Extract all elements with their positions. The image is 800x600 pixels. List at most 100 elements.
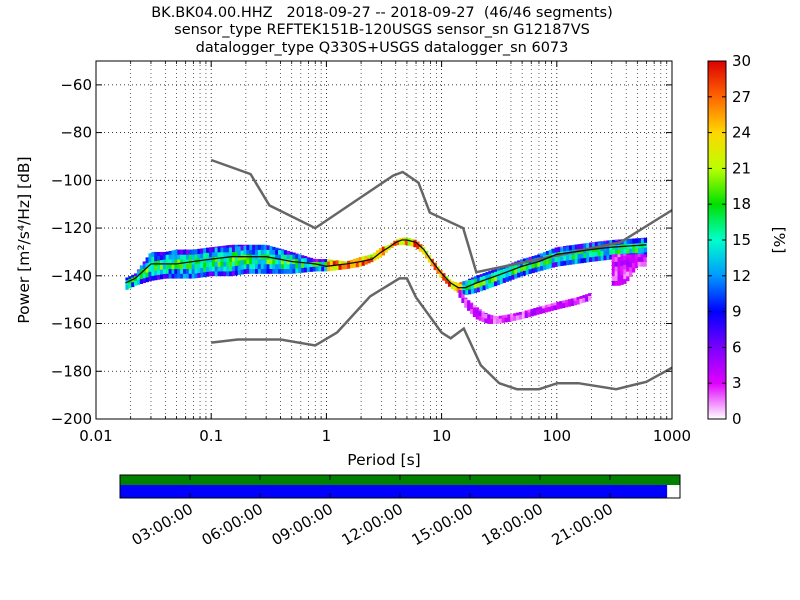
psd-cell: [214, 271, 218, 277]
psd-cell: [396, 239, 400, 241]
psd-cell: [226, 261, 230, 267]
psd-cell: [550, 305, 554, 311]
psd-cell: [643, 254, 647, 258]
psd-cell: [563, 246, 567, 252]
psd-cell: [550, 303, 554, 307]
psd-cell: [162, 268, 167, 274]
timeline-tick-label: 21:00:00: [549, 500, 616, 549]
psd-cell: [214, 266, 218, 272]
psd-cell: [367, 255, 371, 259]
psd-cell: [255, 259, 259, 265]
psd-cell: [545, 250, 550, 255]
psd-cell: [536, 309, 540, 315]
psd-cell: [183, 263, 187, 270]
psd-cell: [484, 313, 488, 319]
psd-cell: [464, 297, 468, 299]
psd-cell: [194, 249, 198, 255]
colorbar: 0 3 6 9 12 15 18 21 24 27 30 [%]: [707, 52, 788, 428]
psd-cell: [544, 307, 549, 313]
psd-cell: [491, 270, 495, 273]
timeline-coverage-bar: [120, 485, 668, 498]
psd-cell: [570, 300, 575, 306]
psd-cell: [309, 257, 314, 263]
psd-cell: [387, 244, 391, 246]
psd-cell: [226, 256, 230, 262]
psd-cell: [157, 269, 161, 275]
psd-cell: [139, 278, 144, 284]
psd-cell: [148, 257, 152, 263]
psd-cell: [180, 254, 184, 260]
y-tick-label: −80: [60, 124, 92, 142]
psd-cell: [208, 247, 213, 253]
psd-cell: [200, 272, 204, 278]
psd-cell: [194, 268, 198, 274]
psd-cell: [469, 308, 474, 314]
psd-cell: [469, 303, 474, 310]
psd-cell: [206, 271, 210, 277]
psd-cell: [180, 259, 184, 265]
psd-cell: [557, 256, 561, 262]
colorbar-tick-label: 18: [732, 195, 751, 213]
psd-cell: [531, 256, 535, 259]
psd-cell: [208, 271, 213, 277]
x-tick-label: 1000: [653, 427, 691, 445]
psd-cell: [487, 318, 491, 324]
psd-cell: [617, 275, 621, 281]
psd-cell: [188, 263, 193, 270]
psd-cell: [498, 315, 503, 319]
psd-cell: [564, 299, 569, 303]
y-axis-label: Power [m²/s⁴/Hz] [dB]: [15, 156, 33, 323]
psd-cell: [177, 268, 181, 274]
psd-cell: [588, 295, 592, 301]
psd-cell: [171, 268, 175, 274]
psd-cell: [229, 244, 233, 248]
psd-cell: [629, 257, 633, 263]
psd-cell: [223, 266, 227, 272]
psd-cell: [289, 263, 293, 270]
psd-cell: [563, 255, 567, 261]
psd-cell: [502, 268, 506, 274]
psd-cell: [136, 270, 141, 276]
psd-cell: [508, 266, 512, 272]
psd-cell: [617, 271, 621, 277]
psd-cell: [220, 256, 224, 262]
psd-cell: [612, 249, 616, 255]
psd-cell: [237, 264, 242, 271]
psd-cell: [171, 263, 175, 270]
psd-cell: [591, 242, 596, 248]
psd-cell: [226, 245, 230, 248]
psd-cell: [582, 295, 586, 298]
psd-cell: [208, 266, 213, 272]
psd-cell: [234, 246, 239, 252]
psd-cell: [177, 263, 181, 270]
psd-cell: [491, 272, 495, 278]
psd-cell: [183, 273, 187, 279]
psd-cell: [571, 244, 576, 251]
psd-cell: [422, 249, 426, 255]
psd-cell: [631, 254, 636, 259]
psd-cell: [206, 266, 210, 272]
psd-cell: [481, 316, 485, 322]
psd-cell: [352, 262, 357, 268]
psd-cell: [568, 245, 573, 251]
psd-cell: [554, 247, 558, 253]
psd-cell: [338, 260, 342, 266]
psd-cell: [586, 257, 590, 263]
psd-cell: [445, 278, 449, 284]
psd-cell: [471, 279, 475, 285]
psd-cell: [260, 268, 265, 274]
psd-cell: [634, 254, 639, 259]
colorbar-tick-label: 3: [732, 374, 742, 392]
psd-cell: [257, 268, 262, 274]
psd-cell: [243, 264, 247, 270]
psd-cell: [479, 286, 483, 292]
title-line-3: datalogger_type Q330S+USGS datalogger_sn…: [196, 40, 569, 56]
psd-cell: [570, 298, 575, 302]
psd-cell: [361, 260, 365, 266]
colorbar-tick-label: 15: [732, 231, 751, 249]
psd-cell: [530, 311, 534, 317]
psd-cell: [563, 246, 567, 248]
psd-cell: [557, 246, 561, 253]
psd-cell: [246, 244, 250, 250]
psd-cell: [580, 253, 584, 259]
